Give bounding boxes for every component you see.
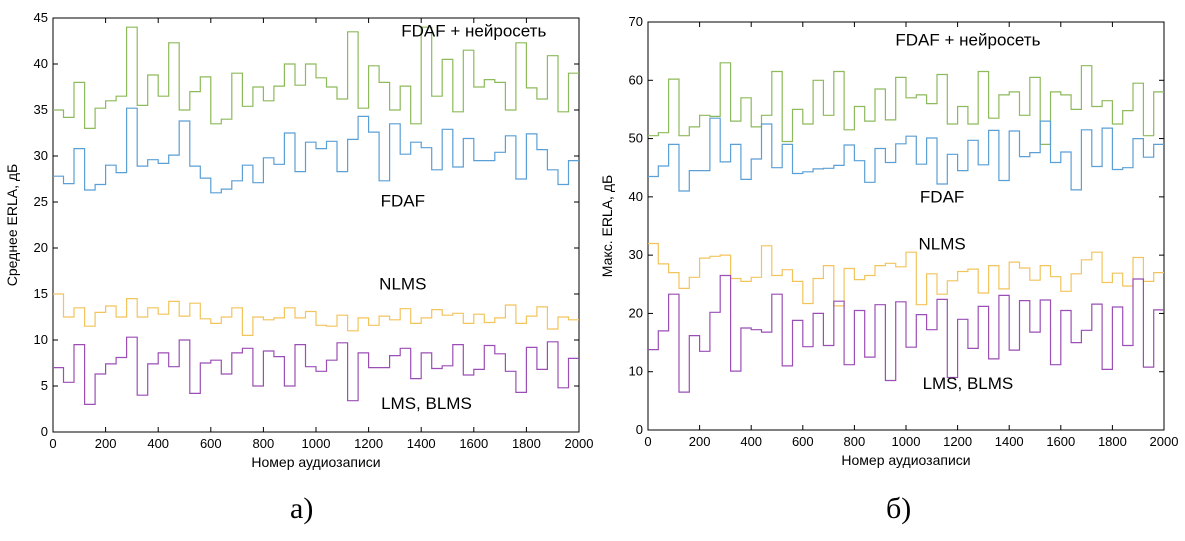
y-tick-label: 70 [629, 14, 643, 29]
x-tick-label: 600 [792, 434, 814, 449]
y-tick-label: 0 [41, 424, 48, 439]
x-tick-label: 2000 [1150, 434, 1179, 449]
series-annotation: LMS, BLMS [923, 374, 1014, 393]
y-tick-label: 45 [34, 10, 48, 25]
y-tick-label: 20 [34, 240, 48, 255]
series-1-line [648, 117, 1164, 192]
x-tick-label: 600 [200, 436, 222, 451]
x-tick-label: 400 [740, 434, 762, 449]
series-annotation: FDAF + нейросеть [401, 21, 546, 40]
chart-panel-b: 0 200 400 600 800 1000 1200 1400 1600 1800 2000 0 10… [594, 0, 1185, 541]
panel-caption-a: а) [290, 492, 314, 525]
x-tick-label: 1400 [407, 436, 436, 451]
x-tick-label: 1800 [1098, 434, 1127, 449]
series-annotation: FDAF [920, 188, 964, 207]
series-annotation: NLMS [919, 234, 966, 253]
series-0-line [648, 62, 1164, 145]
y-axis-label: Макс. ERLA, дБ [599, 175, 615, 277]
x-tick-label: 1400 [995, 434, 1024, 449]
series-3-line [648, 274, 1164, 393]
y-tick-label: 5 [41, 378, 48, 393]
series-1-line [53, 107, 579, 194]
x-tick-label: 800 [844, 434, 866, 449]
x-tick-label: 1800 [512, 436, 541, 451]
y-tick-label: 0 [636, 422, 643, 437]
y-tick-label: 30 [629, 247, 643, 262]
y-tick-label: 25 [34, 194, 48, 209]
series-annotation: FDAF [381, 192, 425, 211]
y-tick-label: 40 [34, 56, 48, 71]
x-tick-label: 200 [95, 436, 117, 451]
chart-panel-a: 0 200 400 600 800 1000 1200 1400 1600 1800 2000 0 5 1… [0, 0, 593, 541]
series-0-line [53, 26, 579, 129]
series-annotation: FDAF + нейросеть [895, 30, 1040, 49]
series-annotation: NLMS [379, 274, 426, 293]
x-tick-label: 1600 [1046, 434, 1075, 449]
x-tick-label: 2000 [565, 436, 594, 451]
x-tick-label: 1200 [943, 434, 972, 449]
chart-b-svg: 0 200 400 600 800 1000 1200 1400 1600 1800 2000 0 10… [599, 14, 1179, 468]
x-tick-label: 400 [147, 436, 169, 451]
series-2-line [648, 242, 1164, 307]
y-tick-label: 10 [629, 364, 643, 379]
x-tick-label: 0 [49, 436, 56, 451]
y-tick-label: 60 [629, 72, 643, 87]
x-tick-label: 800 [253, 436, 275, 451]
x-axis-label: Номер аудиозаписи [251, 454, 380, 470]
y-tick-label: 30 [34, 148, 48, 163]
series-2-line [53, 293, 579, 336]
y-tick-label: 10 [34, 332, 48, 347]
series-3-line [53, 336, 579, 405]
x-tick-label: 1000 [892, 434, 921, 449]
x-axis-label: Номер аудиозаписи [841, 452, 970, 468]
series-annotation: LMS, BLMS [381, 394, 472, 413]
x-tick-label: 1200 [354, 436, 383, 451]
chart-a-svg: 0 200 400 600 800 1000 1200 1400 1600 1800 2000 0 5 1… [4, 10, 593, 470]
x-tick-label: 1600 [459, 436, 488, 451]
y-tick-label: 50 [629, 131, 643, 146]
y-tick-label: 15 [34, 286, 48, 301]
y-tick-label: 20 [629, 305, 643, 320]
x-tick-label: 200 [689, 434, 711, 449]
panel-caption-b: б) [886, 492, 912, 525]
y-tick-label: 40 [629, 189, 643, 204]
y-tick-label: 35 [34, 102, 48, 117]
x-tick-label: 0 [644, 434, 651, 449]
x-tick-label: 1000 [302, 436, 331, 451]
y-axis-label: Среднее ERLA, дБ [4, 164, 20, 286]
